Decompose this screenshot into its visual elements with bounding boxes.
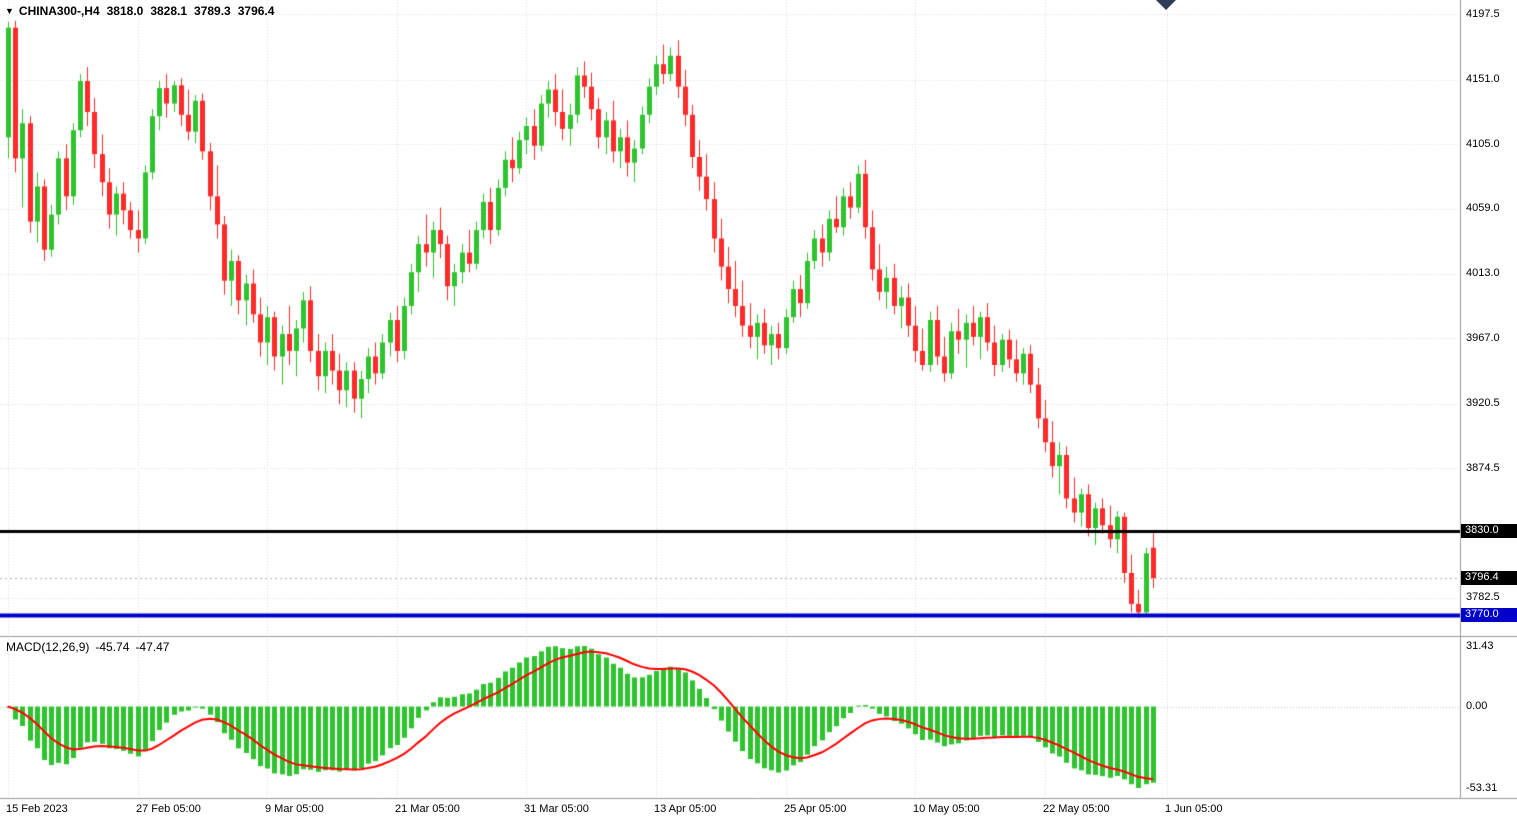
- time-axis-label: 15 Feb 2023: [6, 803, 68, 815]
- time-axis-label: 21 Mar 05:00: [395, 803, 460, 815]
- time-axis-label: 27 Feb 05:00: [136, 803, 201, 815]
- ohlc-high-value: 3828.1: [150, 4, 188, 18]
- time-axis-label: 1 Jun 05:00: [1165, 803, 1223, 815]
- chart-shift-marker-icon[interactable]: [1156, 0, 1176, 10]
- macd-axis-label: 31.43: [1466, 639, 1494, 652]
- ohlc-close-value: 3796.4: [237, 4, 275, 18]
- symbol-collapse-icon[interactable]: ▼: [5, 6, 14, 16]
- macd-indicator-label: MACD(12,26,9) -45.74 -47.47: [6, 640, 169, 654]
- time-axis-label: 9 Mar 05:00: [265, 803, 324, 815]
- ohlc-open-value: 3818.0: [106, 4, 144, 18]
- price-axis-label: 4151.0: [1466, 73, 1500, 86]
- axis-price-badge: 3830.0: [1461, 523, 1517, 538]
- axis-price-badge: 3796.4: [1461, 571, 1517, 586]
- price-axis-label: 4105.0: [1466, 137, 1500, 150]
- chart-info-line: ▼ CHINA300-,H4 3818.0 3828.1 3789.3 3796.4: [5, 4, 274, 18]
- macd-axis-label: 0.00: [1466, 700, 1488, 713]
- symbol-period-label: CHINA300-,H4: [18, 4, 100, 18]
- ohlc-low-value: 3789.3: [194, 4, 231, 18]
- price-axis[interactable]: 4197.5 4151.0 4105.0 4059.0 4013.0 3967.0 3920…: [1460, 0, 1517, 798]
- price-axis-label: 4013.0: [1466, 267, 1500, 280]
- time-axis-label: 22 May 05:00: [1043, 803, 1110, 815]
- price-axis-label: 3967.0: [1466, 331, 1500, 344]
- macd-signal-value: -47.47: [135, 640, 170, 654]
- time-axis[interactable]: 15 Feb 2023 27 Feb 05:00 9 Mar 05:00 21 Mar…: [0, 799, 1460, 825]
- axis-price-badge: 3770.0: [1461, 608, 1517, 623]
- price-axis-label: 4197.5: [1466, 7, 1500, 20]
- price-axis-label: 3874.5: [1466, 461, 1500, 474]
- macd-axis[interactable]: 31.43 0.00 -53.31: [1460, 637, 1517, 798]
- time-axis-label: 25 Apr 05:00: [784, 803, 847, 815]
- price-axis-label: 3920.5: [1466, 397, 1500, 410]
- price-axis-label: 3782.5: [1466, 591, 1500, 604]
- macd-axis-label: -53.31: [1466, 781, 1498, 794]
- time-axis-label: 10 May 05:00: [913, 803, 980, 815]
- macd-main-value: -45.74: [95, 640, 130, 654]
- time-axis-label: 13 Apr 05:00: [654, 803, 717, 815]
- macd-name-label: MACD(12,26,9): [6, 640, 90, 654]
- time-axis-label: 31 Mar 05:00: [524, 803, 589, 815]
- price-axis-label: 4059.0: [1466, 202, 1500, 215]
